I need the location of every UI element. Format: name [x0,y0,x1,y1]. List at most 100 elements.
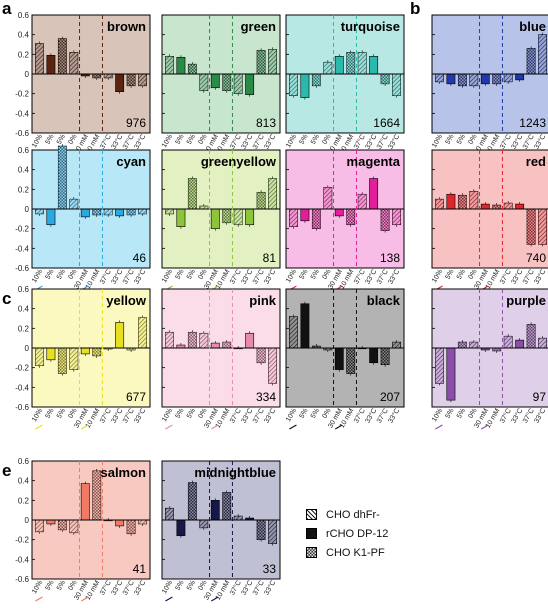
x-tick-label: 5% [186,580,197,592]
bar-tint [392,342,401,348]
bar-tint [138,209,147,214]
bar-tint [104,209,113,215]
x-tick-label: 0% [467,269,478,281]
bar-tint [268,178,277,209]
bar [446,347,456,401]
bar-tint [234,74,243,94]
bar-tint [504,336,513,348]
bar-tint [323,348,332,350]
bar [480,203,490,210]
panel-title: greenyellow [201,154,277,169]
bar-tint [35,209,44,214]
bar-tint [58,146,67,209]
y-tick-label: -0.6 [15,403,29,412]
x-tick-label: 10% [285,269,298,285]
gene-count: 46 [133,251,147,265]
y-tick-label: -0.2 [15,225,29,234]
bar [446,73,456,85]
x-tick-label: 0% [67,580,78,592]
x-tick-label: 0% [467,408,478,420]
section-label-a: a [2,0,12,18]
bar-tint [35,43,44,74]
bar-tint [492,74,501,84]
bar-tint [380,209,390,231]
panel-title: pink [249,293,276,308]
x-tick-label: 0% [197,269,208,281]
bar-tint [435,199,444,209]
x-tick-label: 10% [31,408,44,424]
x-tick-label: 0% [197,580,208,592]
bar [515,73,525,81]
panel-title: yellow [106,293,147,308]
group-underline [35,596,43,602]
x-tick-label: 5% [56,269,67,281]
bar-tint [58,348,67,374]
y-tick-label: -0.4 [15,383,29,392]
bar-tint [289,316,298,348]
bar-tint [346,348,355,374]
bar-tint [92,209,101,215]
bar-tint [526,324,536,348]
bar [80,347,90,355]
bar-tint [538,338,547,348]
check-swatch-icon [306,547,317,558]
x-tick-label: 5% [45,408,56,420]
bar-tint [69,520,78,533]
bar-tint [188,64,197,74]
group-underline [210,596,219,602]
x-tick-label: 0% [321,269,332,281]
bar-tint [312,74,321,86]
y-tick-label: 0.2 [18,324,30,333]
bar-tint [58,38,67,74]
x-tick-label: 33°C [533,133,548,151]
bar [46,347,56,361]
bar-tint [268,520,277,544]
gene-count: 138 [380,251,400,265]
bar-tint [538,209,547,245]
y-tick-label: 0.6 [18,146,30,155]
x-tick-label: 5% [56,580,67,592]
y-tick-label: 0.2 [18,50,30,59]
bar-tint [256,520,266,540]
x-tick-label: 5% [175,580,186,592]
x-tick-label: 5% [45,269,56,281]
bar-tint [526,48,536,74]
bar-tint [199,333,208,348]
bar-tint [469,191,478,209]
y-tick-label: -0.4 [15,109,29,118]
gene-count: 1664 [373,116,400,130]
x-tick-label: 33°C [133,407,148,425]
bar-tint [69,348,78,370]
bar [369,347,379,364]
y-tick-label: 0.6 [18,457,30,466]
bar [80,483,90,521]
bar-tint [469,74,478,86]
x-tick-label: 33°C [533,268,548,286]
y-tick-label: -0.2 [15,364,29,373]
x-tick-label: 33°C [133,133,148,151]
bar-tint [222,492,231,520]
gene-count: 740 [526,251,546,265]
bar-tint [268,348,277,384]
bar-tint [323,62,332,74]
legend-label: CHO dhFr- [326,508,380,521]
bar [300,303,310,349]
bar-tint [458,74,467,86]
bar-tint [222,342,231,348]
bar-tint [435,348,444,384]
x-tick-label: 10% [31,134,44,150]
y-tick-label: 0.2 [18,496,30,505]
bar-tint [199,520,208,528]
y-tick-label: 0.6 [18,285,30,294]
group-underline [480,424,489,430]
group-underline [80,424,89,430]
x-tick-label: 5% [45,134,56,146]
y-tick-label: 0.6 [18,11,30,20]
gene-count: 976 [126,116,146,130]
group-underline [210,424,219,430]
bar-tint [268,49,277,74]
